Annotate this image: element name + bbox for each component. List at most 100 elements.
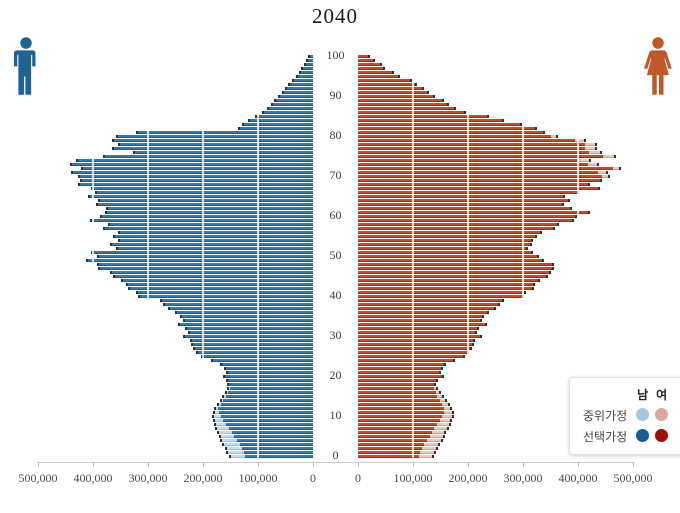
pyramid-bar-female-selected-age-29[interactable] (358, 339, 473, 342)
pyramid-bar-female-selected-age-40[interactable] (358, 295, 523, 298)
pyramid-bar-female-selected-age-43[interactable] (358, 283, 534, 286)
pyramid-bar-female-selected-age-78[interactable] (358, 143, 585, 146)
pyramid-bar-female-selected-age-7[interactable] (358, 427, 435, 430)
pyramid-bar-male-selected-age-4[interactable] (237, 439, 313, 442)
pyramid-bar-male-selected-age-20[interactable] (225, 375, 313, 378)
pyramid-bar-female-selected-age-62[interactable] (358, 207, 570, 210)
pyramid-bar-female-selected-age-56[interactable] (358, 231, 540, 234)
pyramid-bar-female-selected-age-49[interactable] (358, 259, 542, 262)
pyramid-bar-male-selected-age-88[interactable] (272, 103, 313, 106)
pyramid-bar-male-selected-age-72[interactable] (83, 167, 313, 170)
pyramid-bar-female-selected-age-11[interactable] (358, 411, 444, 414)
pyramid-bar-male-selected-age-16[interactable] (228, 391, 313, 394)
pyramid-bar-female-selected-age-34[interactable] (358, 319, 480, 322)
pyramid-bar-male-selected-age-29[interactable] (192, 339, 313, 342)
pyramid-bar-male-selected-age-1[interactable] (243, 451, 313, 454)
pyramid-bar-male-selected-age-54[interactable] (119, 239, 313, 242)
pyramid-bar-male-selected-age-11[interactable] (218, 411, 313, 414)
pyramid-bar-male-selected-age-83[interactable] (243, 123, 313, 126)
pyramid-bar-female-selected-age-47[interactable] (358, 267, 552, 270)
pyramid-bar-male-selected-age-74[interactable] (78, 159, 313, 162)
pyramid-bar-female-selected-age-89[interactable] (358, 99, 442, 102)
pyramid-bar-male-selected-age-99[interactable] (308, 59, 313, 62)
pyramid-bar-female-selected-age-70[interactable] (358, 175, 602, 178)
pyramid-bar-female-selected-age-96[interactable] (358, 71, 392, 74)
pyramid-bar-male-selected-age-84[interactable] (250, 119, 313, 122)
pyramid-bar-female-selected-age-90[interactable] (358, 95, 433, 98)
pyramid-bar-male-selected-age-76[interactable] (134, 151, 313, 154)
pyramid-bar-female-selected-age-52[interactable] (358, 247, 526, 250)
legend-dot-female-selected[interactable] (655, 428, 669, 442)
pyramid-bar-male-selected-age-13[interactable] (220, 403, 313, 406)
pyramid-bar-male-selected-age-52[interactable] (118, 247, 313, 250)
pyramid-bar-male-selected-age-100[interactable] (310, 55, 313, 58)
pyramid-bar-male-selected-age-65[interactable] (90, 195, 313, 198)
pyramid-bar-male-selected-age-42[interactable] (129, 287, 313, 290)
pyramid-bar-female-selected-age-93[interactable] (358, 83, 416, 86)
pyramid-bar-female-selected-age-76[interactable] (358, 151, 589, 154)
pyramid-bar-female-selected-age-35[interactable] (358, 315, 483, 318)
pyramid-bar-female-selected-age-37[interactable] (358, 307, 494, 310)
pyramid-bar-female-selected-age-63[interactable] (358, 203, 562, 206)
pyramid-bar-female-selected-age-98[interactable] (358, 63, 380, 66)
pyramid-bar-male-selected-age-92[interactable] (287, 87, 313, 90)
pyramid-bar-male-selected-age-9[interactable] (223, 419, 313, 422)
pyramid-bar-female-selected-age-21[interactable] (358, 371, 439, 374)
pyramid-bar-female-selected-age-79[interactable] (358, 139, 576, 142)
pyramid-bar-male-selected-age-50[interactable] (98, 255, 313, 258)
pyramid-bar-female-selected-age-77[interactable] (358, 147, 585, 150)
legend-dot-male-selected[interactable] (636, 428, 650, 442)
pyramid-bar-female-selected-age-67[interactable] (358, 187, 599, 190)
pyramid-bar-female-selected-age-36[interactable] (358, 311, 488, 314)
pyramid-bar-male-selected-age-49[interactable] (88, 259, 313, 262)
pyramid-bar-female-selected-age-5[interactable] (358, 435, 430, 438)
legend-dot-female-median[interactable] (655, 407, 669, 421)
pyramid-bar-female-selected-age-25[interactable] (358, 355, 463, 358)
pyramid-bar-female-selected-age-58[interactable] (358, 223, 557, 226)
pyramid-bar-male-selected-age-60[interactable] (101, 215, 313, 218)
pyramid-bar-female-selected-age-57[interactable] (358, 227, 553, 230)
pyramid-bar-female-selected-age-100[interactable] (358, 55, 368, 58)
pyramid-bar-female-selected-age-65[interactable] (358, 195, 564, 198)
pyramid-bar-male-selected-age-48[interactable] (98, 263, 313, 266)
pyramid-bar-male-selected-age-82[interactable] (239, 127, 313, 130)
pyramid-bar-female-selected-age-22[interactable] (358, 367, 441, 370)
pyramid-bar-male-selected-age-44[interactable] (123, 279, 313, 282)
pyramid-bar-male-selected-age-62[interactable] (107, 207, 313, 210)
pyramid-bar-female-selected-age-12[interactable] (358, 407, 445, 410)
pyramid-bar-male-selected-age-95[interactable] (298, 75, 313, 78)
pyramid-bar-female-selected-age-95[interactable] (358, 75, 399, 78)
pyramid-bar-female-selected-age-42[interactable] (358, 287, 532, 290)
pyramid-bar-male-selected-age-27[interactable] (194, 347, 313, 350)
pyramid-bar-male-selected-age-53[interactable] (111, 243, 313, 246)
pyramid-bar-male-selected-age-80[interactable] (117, 135, 313, 138)
pyramid-bar-male-selected-age-21[interactable] (227, 371, 313, 374)
pyramid-bar-male-selected-age-78[interactable] (119, 143, 313, 146)
pyramid-bar-male-selected-age-19[interactable] (227, 379, 313, 382)
pyramid-bar-female-selected-age-27[interactable] (358, 347, 471, 350)
pyramid-bar-male-selected-age-32[interactable] (187, 327, 313, 330)
pyramid-bar-male-selected-age-87[interactable] (269, 107, 313, 110)
pyramid-bar-female-selected-age-10[interactable] (358, 415, 443, 418)
pyramid-bar-male-selected-age-69[interactable] (82, 179, 313, 182)
pyramid-bar-male-selected-age-66[interactable] (96, 191, 313, 194)
pyramid-bar-male-selected-age-93[interactable] (290, 83, 313, 86)
pyramid-bar-male-selected-age-23[interactable] (222, 363, 313, 366)
pyramid-bar-female-selected-age-54[interactable] (358, 239, 532, 242)
pyramid-bar-female-selected-age-24[interactable] (358, 359, 453, 362)
pyramid-bar-male-selected-age-94[interactable] (293, 79, 313, 82)
pyramid-bar-male-selected-age-0[interactable] (245, 455, 313, 458)
pyramid-bar-female-selected-age-86[interactable] (358, 111, 464, 114)
pyramid-bar-male-selected-age-28[interactable] (193, 343, 313, 346)
pyramid-bar-female-selected-age-64[interactable] (358, 199, 569, 202)
pyramid-bar-female-selected-age-99[interactable] (358, 59, 374, 62)
pyramid-bar-male-selected-age-40[interactable] (139, 295, 313, 298)
pyramid-bar-male-selected-age-56[interactable] (119, 231, 313, 234)
pyramid-bar-female-selected-age-69[interactable] (358, 179, 600, 182)
pyramid-bar-female-selected-age-48[interactable] (358, 263, 552, 266)
pyramid-bar-female-selected-age-97[interactable] (358, 67, 384, 70)
pyramid-bar-female-selected-age-9[interactable] (358, 419, 440, 422)
pyramid-bar-female-selected-age-18[interactable] (358, 383, 435, 386)
pyramid-bar-male-selected-age-10[interactable] (220, 415, 313, 418)
pyramid-bar-male-selected-age-89[interactable] (275, 99, 313, 102)
